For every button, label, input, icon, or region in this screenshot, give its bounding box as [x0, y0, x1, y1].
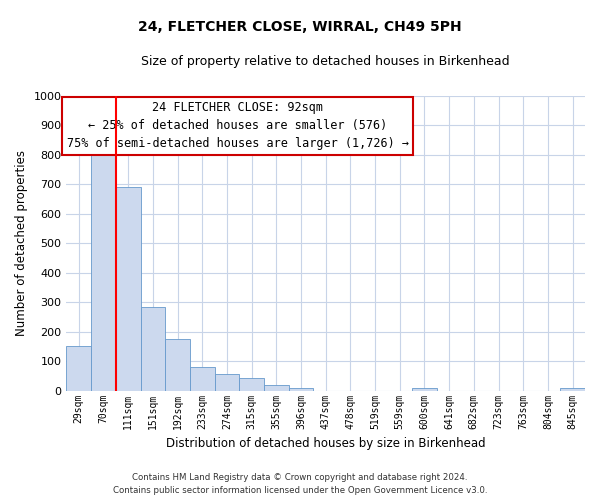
Bar: [239, 378, 264, 390]
Text: 24, FLETCHER CLOSE, WIRRAL, CH49 5PH: 24, FLETCHER CLOSE, WIRRAL, CH49 5PH: [138, 20, 462, 34]
Bar: [215, 374, 239, 390]
Bar: [412, 388, 437, 390]
Bar: [264, 384, 289, 390]
Bar: [91, 147, 116, 390]
Text: Contains HM Land Registry data © Crown copyright and database right 2024.
Contai: Contains HM Land Registry data © Crown c…: [113, 474, 487, 495]
Title: Size of property relative to detached houses in Birkenhead: Size of property relative to detached ho…: [142, 55, 510, 68]
X-axis label: Distribution of detached houses by size in Birkenhead: Distribution of detached houses by size …: [166, 437, 485, 450]
Y-axis label: Number of detached properties: Number of detached properties: [15, 150, 28, 336]
Bar: [67, 346, 91, 391]
Bar: [289, 388, 313, 390]
Bar: [190, 367, 215, 390]
Bar: [116, 187, 140, 390]
Bar: [165, 339, 190, 390]
Bar: [560, 388, 585, 390]
Text: 24 FLETCHER CLOSE: 92sqm
← 25% of detached houses are smaller (576)
75% of semi-: 24 FLETCHER CLOSE: 92sqm ← 25% of detach…: [67, 102, 409, 150]
Bar: [140, 306, 165, 390]
